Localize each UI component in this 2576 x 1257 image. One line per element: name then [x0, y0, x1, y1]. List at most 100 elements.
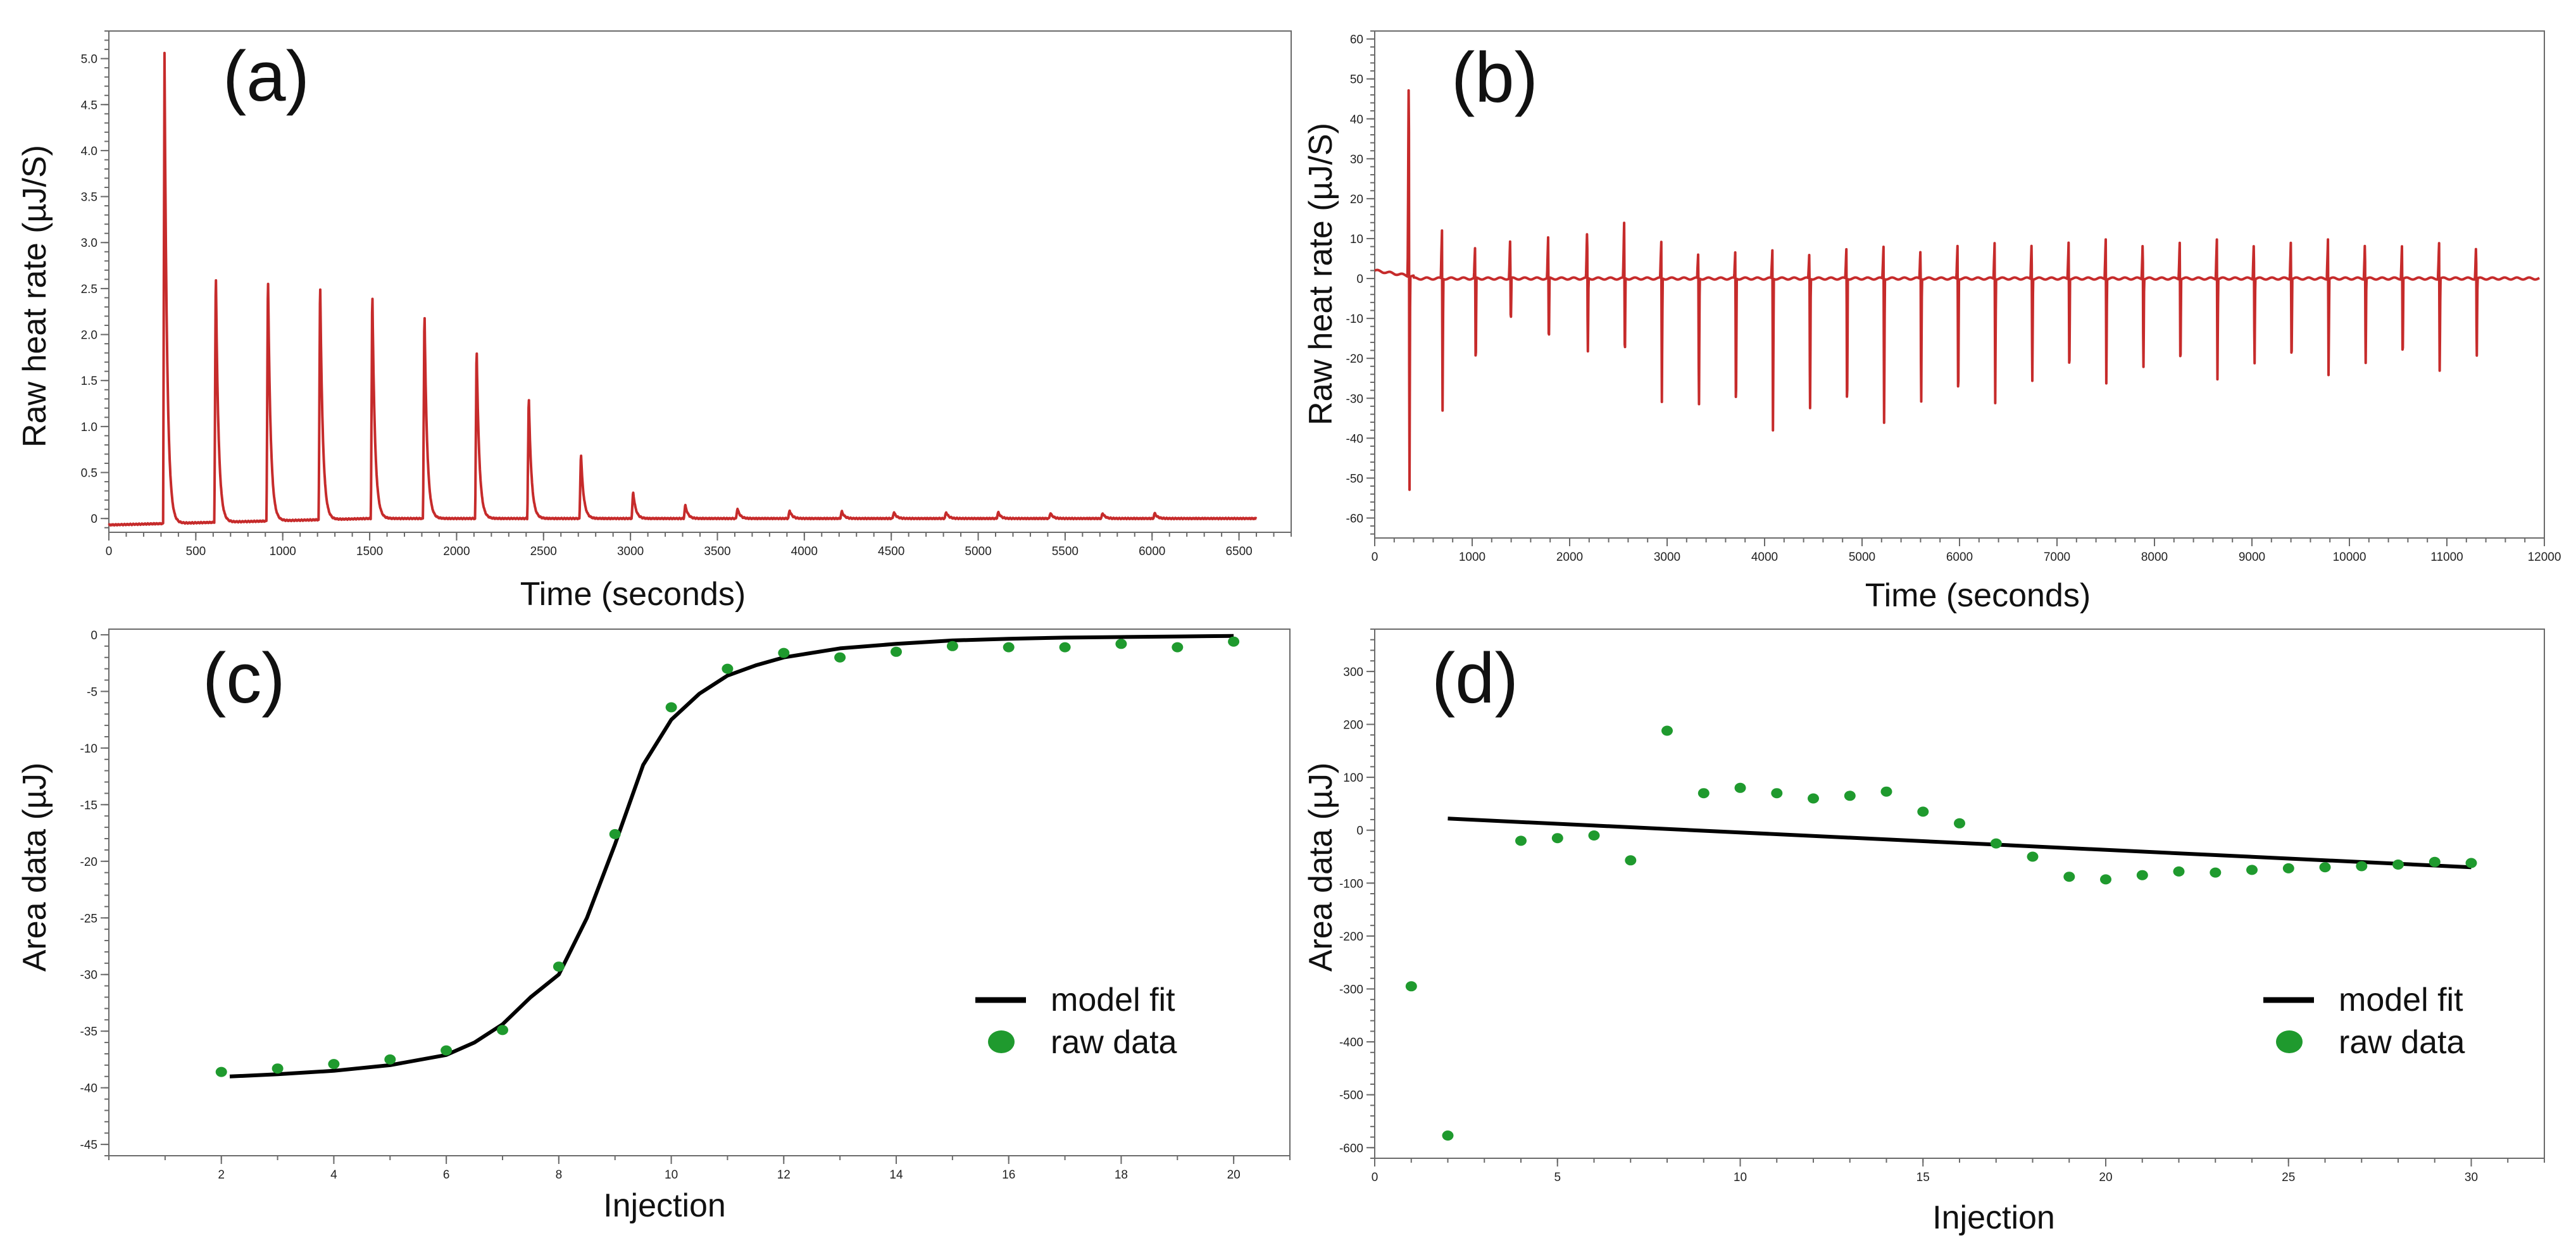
- x-tick-label: 15: [1916, 1171, 1930, 1184]
- x-tick-label: 2500: [530, 545, 557, 558]
- panel-label: (d): [1432, 639, 1518, 718]
- y-tick-label: 4.0: [81, 145, 97, 158]
- x-tick-label: 0: [106, 545, 113, 558]
- y-axis-title: Raw heat rate (µJ/S): [16, 145, 53, 447]
- raw-data-point: [272, 1063, 284, 1074]
- legend-model-fit-label: model fit: [1051, 982, 1175, 1018]
- y-tick-label: -50: [1346, 472, 1363, 485]
- raw-data-point: [2246, 865, 2258, 875]
- x-tick-label: 2: [218, 1168, 225, 1182]
- raw-data-point: [1228, 636, 1240, 647]
- x-tick-label: 6: [443, 1168, 450, 1182]
- raw-data-point: [891, 646, 902, 657]
- raw-data-point: [1808, 793, 1819, 804]
- y-tick-label: -40: [1346, 432, 1363, 446]
- legend: model fit raw data: [975, 982, 1177, 1061]
- y-tick-label: 10: [1350, 233, 1363, 246]
- y-tick-label: -30: [80, 969, 97, 982]
- raw-data-point: [553, 961, 565, 972]
- data-marks: [1373, 89, 2541, 491]
- raw-data-point: [2319, 862, 2331, 873]
- x-tick-label: 12: [777, 1168, 791, 1182]
- x-tick-label: 1500: [356, 545, 383, 558]
- raw-data-point: [2465, 858, 2477, 868]
- raw-data-point: [1515, 835, 1527, 846]
- y-tick-label: -600: [1339, 1142, 1363, 1155]
- tick-labels: 0 5 10 15 20 25 30 300 200 100 0 -100 -200 -300 -400 -5…: [1339, 666, 2478, 1184]
- x-tick-label: 8000: [2141, 551, 2168, 564]
- y-tick-label: -500: [1339, 1089, 1363, 1103]
- x-tick-label: 1000: [270, 545, 296, 558]
- x-tick-label: 6000: [1946, 551, 1973, 564]
- y-tick-label: 0: [1356, 825, 1363, 838]
- x-tick-label: 4000: [791, 545, 818, 558]
- raw-data-point: [1405, 981, 1417, 992]
- panel-c-area-data-chart: 2 4 6 8 10 12 14 16 18 20 0 -5 -10 -15 -20 -25 -30 -35 -40…: [16, 628, 1291, 1224]
- y-tick-label: -20: [1346, 353, 1363, 366]
- raw-data-point: [328, 1059, 340, 1070]
- raw-data-point: [1917, 806, 1929, 817]
- x-axis-title: Injection: [603, 1187, 726, 1224]
- legend-model-fit-label: model fit: [2339, 982, 2463, 1018]
- panel-label: (a): [223, 37, 309, 116]
- x-tick-label: 5000: [965, 545, 991, 558]
- raw-data-point: [2027, 851, 2039, 862]
- tick-labels: 2 4 6 8 10 12 14 16 18 20 0 -5 -10 -15 -20 -25 -30 -35 -40…: [80, 629, 1241, 1182]
- y-tick-label: 20: [1350, 193, 1363, 206]
- x-tick-label: 6000: [1139, 545, 1165, 558]
- x-tick-label: 30: [2465, 1171, 2478, 1184]
- raw-data-point: [2429, 856, 2441, 867]
- x-tick-label: 0: [1372, 1171, 1379, 1184]
- x-tick-label: 3500: [704, 545, 730, 558]
- y-tick-label: 4.5: [81, 99, 97, 112]
- heat-rate-trace: [108, 51, 1258, 527]
- raw-data-point: [2136, 870, 2148, 880]
- raw-data-point: [834, 652, 846, 663]
- raw-data-point: [609, 829, 621, 839]
- x-tick-label: 9000: [2239, 551, 2265, 564]
- x-tick-label: 12000: [2528, 551, 2561, 564]
- legend-raw-data-swatch: [2276, 1030, 2303, 1053]
- raw-data-point: [778, 647, 790, 658]
- raw-data-point: [441, 1045, 453, 1056]
- y-tick-label: 2.0: [81, 329, 97, 342]
- model-fit-line: [1447, 816, 2472, 870]
- raw-data-point: [1771, 788, 1783, 799]
- y-axis-title: Area data (µJ): [1303, 763, 1339, 972]
- raw-data-point: [1172, 642, 1184, 653]
- tick-marks: [1366, 30, 2545, 546]
- raw-data-point: [2173, 866, 2185, 877]
- plot-area-frame: [108, 628, 1291, 1156]
- raw-data-point: [1990, 838, 2002, 849]
- x-tick-label: 5000: [1849, 551, 1875, 564]
- y-tick-label: -25: [80, 912, 97, 925]
- raw-data-point: [722, 663, 734, 674]
- raw-data-point: [2063, 872, 2075, 882]
- y-tick-label: 100: [1343, 772, 1363, 785]
- y-tick-label: 60: [1350, 34, 1363, 47]
- raw-data-point: [1954, 818, 1965, 829]
- panel-d-area-data-chart: 0 5 10 15 20 25 30 300 200 100 0 -100 -200 -300 -400 -5…: [1303, 628, 2545, 1236]
- raw-data-point: [2356, 861, 2368, 872]
- raw-data-point: [215, 1066, 227, 1077]
- y-tick-label: -20: [80, 856, 97, 869]
- y-tick-label: 1.5: [81, 375, 97, 388]
- y-tick-label: -35: [80, 1025, 97, 1039]
- y-tick-label: 0: [91, 513, 97, 526]
- raw-data-point: [1625, 855, 1637, 866]
- data-marks: [108, 51, 1258, 527]
- y-tick-label: 5.0: [81, 53, 97, 66]
- raw-data-point: [1059, 642, 1071, 653]
- x-tick-label: 3000: [617, 545, 644, 558]
- x-tick-label: 10: [1734, 1171, 1747, 1184]
- y-tick-label: 300: [1343, 666, 1363, 679]
- y-axis-title: Area data (µJ): [16, 763, 53, 972]
- panel-label: (b): [1451, 38, 1538, 117]
- x-tick-label: 2000: [1556, 551, 1583, 564]
- raw-data-point: [1734, 782, 1746, 793]
- legend-raw-data-label: raw data: [1051, 1024, 1177, 1061]
- y-tick-label: -30: [1346, 392, 1363, 406]
- y-tick-label: -60: [1346, 512, 1363, 525]
- raw-data-point: [1880, 786, 1892, 797]
